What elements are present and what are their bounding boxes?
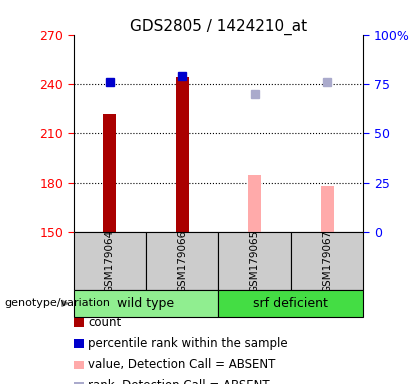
Text: percentile rank within the sample: percentile rank within the sample: [88, 337, 288, 350]
Text: rank, Detection Call = ABSENT: rank, Detection Call = ABSENT: [88, 379, 270, 384]
Bar: [146, 232, 218, 290]
Bar: [218, 290, 363, 317]
Text: value, Detection Call = ABSENT: value, Detection Call = ABSENT: [88, 358, 276, 371]
Text: GSM179066: GSM179066: [177, 230, 187, 293]
Text: srf deficient: srf deficient: [253, 297, 328, 310]
Bar: [248, 175, 261, 232]
Text: wild type: wild type: [117, 297, 175, 310]
Bar: [176, 78, 189, 232]
Bar: [74, 290, 218, 317]
Bar: [74, 232, 146, 290]
Text: GSM179065: GSM179065: [249, 230, 260, 293]
Bar: [320, 186, 333, 232]
Text: genotype/variation: genotype/variation: [4, 298, 110, 308]
Bar: [218, 232, 291, 290]
Text: GSM179067: GSM179067: [322, 230, 332, 293]
Bar: [291, 232, 363, 290]
Text: GSM179064: GSM179064: [105, 230, 115, 293]
Text: count: count: [88, 316, 121, 329]
Bar: [103, 114, 116, 232]
Title: GDS2805 / 1424210_at: GDS2805 / 1424210_at: [130, 18, 307, 35]
